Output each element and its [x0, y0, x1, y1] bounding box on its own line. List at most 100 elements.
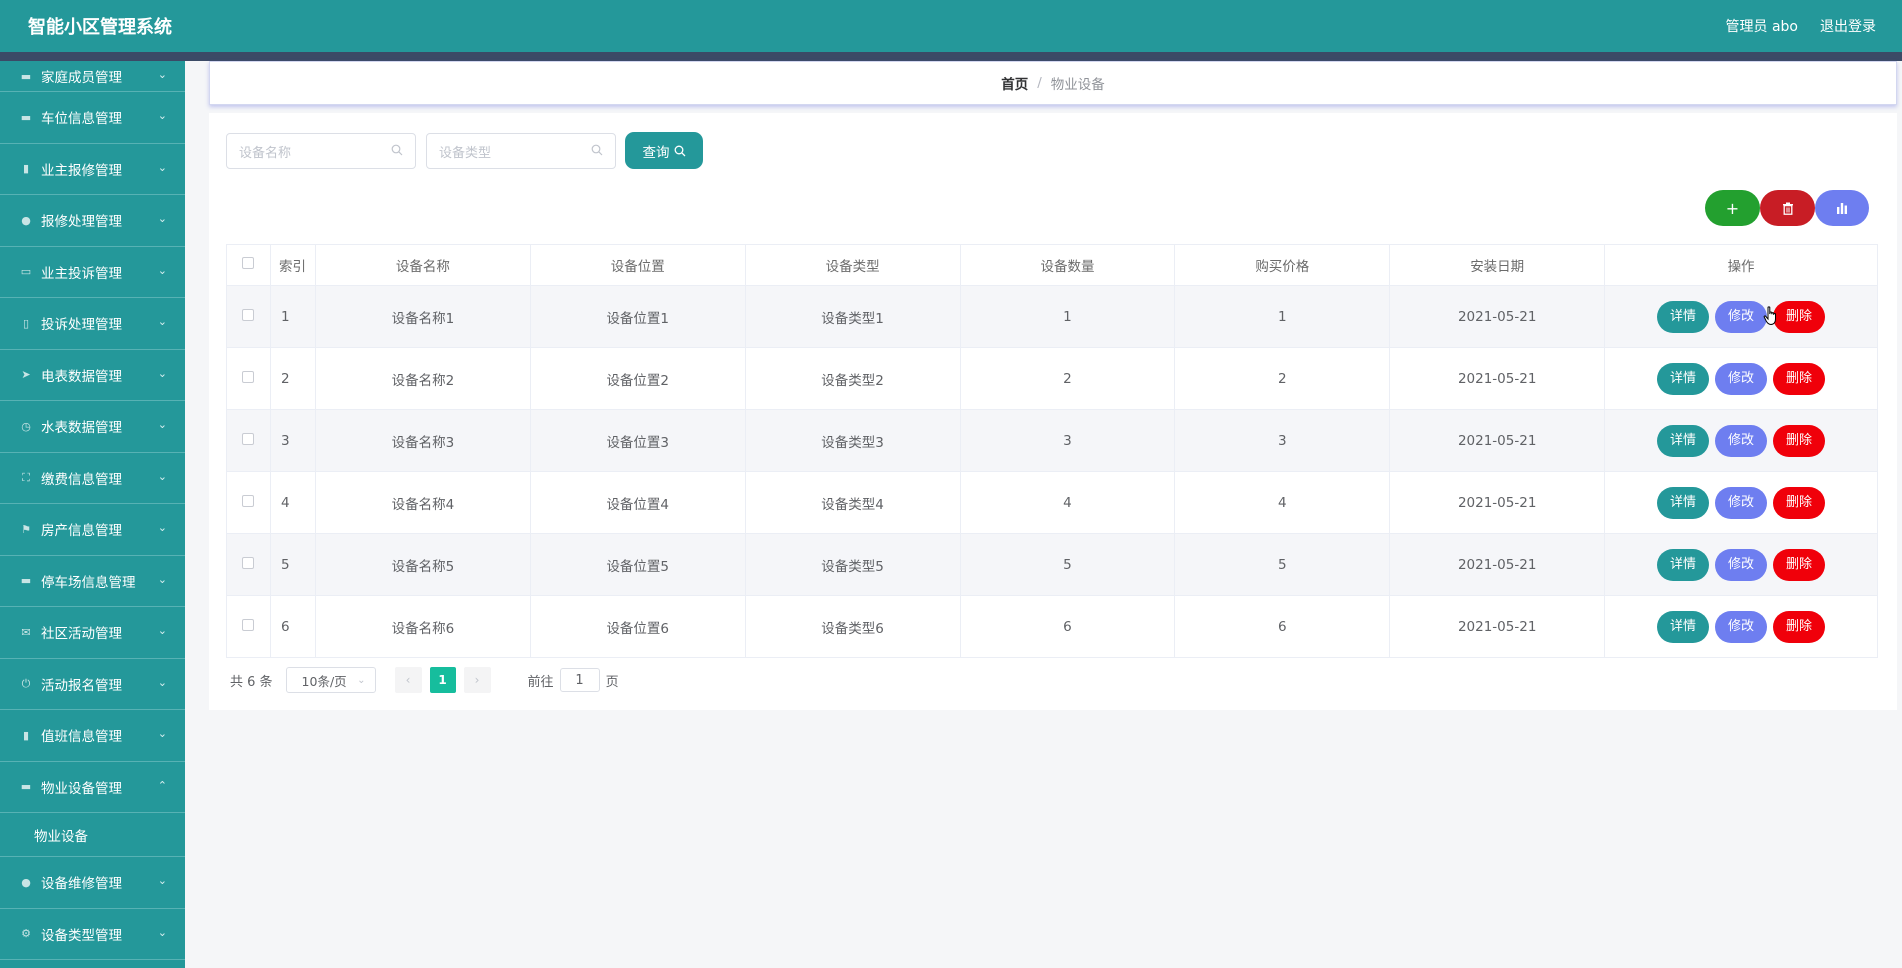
- sidebar-subitem-property-equipment[interactable]: 物业设备: [0, 813, 185, 857]
- row-select-cell: [226, 471, 271, 534]
- flag-icon: ⚑: [21, 522, 31, 536]
- breadcrumb-home[interactable]: 首页: [1001, 77, 1029, 93]
- sidebar-item-event-signups[interactable]: ⏻ 活动报名管理 ⌄: [0, 659, 185, 710]
- edit-button[interactable]: 修改: [1715, 424, 1768, 457]
- add-button[interactable]: +: [1705, 190, 1760, 226]
- sidebar-item-repair-handling[interactable]: ● 报修处理管理 ⌄: [0, 195, 185, 247]
- sidebar-item-label: 活动报名管理: [41, 677, 122, 694]
- row-checkbox[interactable]: [242, 494, 255, 507]
- goto-page-input[interactable]: 1: [559, 668, 600, 692]
- edit-button[interactable]: 修改: [1715, 362, 1768, 395]
- goto-suffix: 页: [605, 674, 619, 690]
- row-checkbox[interactable]: [242, 370, 255, 383]
- detail-button[interactable]: 详情: [1657, 610, 1710, 643]
- index-cell: 2: [270, 347, 316, 410]
- chevron-down-icon: ⌄: [157, 212, 167, 226]
- pagination: 共 6 条 10条/页 ⌄ ‹ 1 › 前往 1 页: [230, 667, 619, 693]
- sidebar-item-payments[interactable]: ⛶ 缴费信息管理 ⌄: [0, 453, 185, 504]
- date-cell: 2021-05-21: [1389, 285, 1606, 348]
- name-cell: 设备名称1: [315, 285, 531, 348]
- column-header: 购买价格: [1174, 244, 1391, 286]
- sidebar-item-label: 物业设备管理: [41, 780, 122, 797]
- table-row: 1 设备名称1 设备位置1 设备类型1 1 1 2021-05-21 详情 修改删…: [226, 285, 1878, 348]
- row-checkbox[interactable]: [242, 308, 255, 321]
- detail-button[interactable]: 详情: [1657, 362, 1710, 395]
- row-checkbox[interactable]: [242, 618, 255, 631]
- row-select-cell: [226, 285, 271, 348]
- sidebar-item-parking-spaces[interactable]: ▬ 车位信息管理 ⌄: [0, 92, 185, 144]
- page-size-select[interactable]: 10条/页 ⌄: [285, 667, 376, 693]
- delete-button[interactable]: 删除: [1773, 610, 1826, 643]
- detail-button[interactable]: 详情: [1657, 424, 1710, 457]
- breadcrumb-separator: /: [1037, 75, 1042, 91]
- sidebar-item-parking-lots[interactable]: ▬ 停车场信息管理 ⌄: [0, 556, 185, 607]
- sidebar-item-owner-complaints[interactable]: ▭ 业主投诉管理 ⌄: [0, 247, 185, 298]
- prev-page-button[interactable]: ‹: [394, 667, 422, 693]
- statistics-button[interactable]: [1815, 190, 1869, 226]
- chevron-down-icon: ⌄: [157, 366, 167, 380]
- actions-cell: 详情 修改 删除: [1604, 347, 1878, 410]
- sidebar-item-property-equipment[interactable]: ▬ 物业设备管理 ⌃: [0, 762, 185, 813]
- sidebar-item-complaint-handling[interactable]: ▯ 投诉处理管理 ⌄: [0, 298, 185, 350]
- edit-button[interactable]: 修改: [1715, 300, 1768, 333]
- query-button[interactable]: 查询: [625, 132, 703, 169]
- breadcrumb-current: 物业设备: [1050, 77, 1105, 93]
- sidebar-item-electric-meter[interactable]: ➤ 电表数据管理 ⌄: [0, 350, 185, 401]
- delete-button[interactable]: 删除: [1773, 424, 1826, 457]
- sidebar-item-label: 家庭成员管理: [41, 70, 122, 86]
- quantity-cell: 6: [960, 595, 1176, 658]
- index-cell: 6: [270, 595, 316, 658]
- delete-button[interactable]: 删除: [1773, 486, 1826, 519]
- delete-button[interactable]: 删除: [1773, 362, 1826, 395]
- edit-button[interactable]: 修改: [1715, 610, 1768, 643]
- delete-button[interactable]: 删除: [1773, 300, 1826, 333]
- select-all-checkbox[interactable]: [242, 257, 255, 269]
- row-select-cell: [226, 533, 271, 596]
- name-cell: 设备名称3: [315, 409, 531, 472]
- row-checkbox[interactable]: [242, 432, 255, 445]
- sidebar-item-property-info[interactable]: ⚑ 房产信息管理 ⌄: [0, 504, 185, 556]
- edit-button[interactable]: 修改: [1715, 548, 1768, 581]
- detail-button[interactable]: 详情: [1657, 548, 1710, 581]
- fullscreen-icon: ⛶: [22, 470, 30, 484]
- column-header: 操作: [1604, 244, 1878, 286]
- bar-chart-icon: ▮: [22, 162, 30, 176]
- row-checkbox[interactable]: [242, 556, 255, 569]
- index-cell: 1: [270, 285, 316, 348]
- chevron-left-icon: ‹: [405, 673, 411, 687]
- index-cell: 3: [270, 409, 316, 472]
- delete-button[interactable]: 删除: [1773, 548, 1826, 581]
- page-number-button[interactable]: 1: [429, 667, 456, 693]
- sidebar-item-water-meter[interactable]: ◷ 水表数据管理 ⌄: [0, 401, 185, 453]
- name-cell: 设备名称4: [315, 471, 531, 534]
- row-select-cell: [226, 409, 271, 472]
- detail-button[interactable]: 详情: [1657, 486, 1710, 519]
- sidebar-item-family-members[interactable]: ▬ 家庭成员管理 ⌄: [0, 61, 185, 92]
- sidebar-item-owner-repairs[interactable]: ▮ 业主报修管理 ⌄: [0, 144, 185, 195]
- sidebar-item-equipment-types[interactable]: ⚙ 设备类型管理 ⌄: [0, 909, 185, 960]
- column-header: 设备类型: [745, 244, 961, 286]
- sidebar-item-label: 电表数据管理: [41, 368, 122, 385]
- column-header: 索引: [270, 244, 316, 286]
- table-row: 5 设备名称5 设备位置5 设备类型5 5 5 2021-05-21 详情 修改删…: [226, 533, 1878, 596]
- index-cell: 4: [270, 471, 316, 534]
- date-cell: 2021-05-21: [1389, 471, 1606, 534]
- device-name-search-input[interactable]: 设备名称: [226, 133, 416, 169]
- next-page-button[interactable]: ›: [463, 667, 491, 693]
- table-row: 2 设备名称2 设备位置2 设备类型2 2 2 2021-05-21 详情 修改删…: [226, 347, 1878, 410]
- sidebar-item-equipment-repair[interactable]: ● 设备维修管理 ⌄: [0, 857, 185, 909]
- sidebar-item-duty-info[interactable]: ▮ 值班信息管理 ⌄: [0, 710, 185, 762]
- edit-button[interactable]: 修改: [1715, 486, 1768, 519]
- monitor-icon: ▬: [20, 110, 32, 124]
- sidebar-item-community-events[interactable]: ✉ 社区活动管理 ⌄: [0, 607, 185, 659]
- location-cell: 设备位置3: [530, 409, 746, 472]
- location-cell: 设备位置6: [530, 595, 746, 658]
- app-title: 智能小区管理系统: [28, 17, 172, 38]
- chevron-down-icon: ⌄: [157, 469, 167, 483]
- logout-link[interactable]: 退出登录: [1820, 19, 1876, 35]
- device-type-search-input[interactable]: 设备类型: [426, 133, 616, 169]
- device-table: 索引 设备名称 设备位置 设备类型 设备数量 购买价格 安装日期 操作 1 设备…: [226, 244, 1878, 658]
- detail-button[interactable]: 详情: [1657, 300, 1710, 333]
- batch-delete-button[interactable]: [1760, 190, 1815, 226]
- column-header: 设备数量: [960, 244, 1176, 286]
